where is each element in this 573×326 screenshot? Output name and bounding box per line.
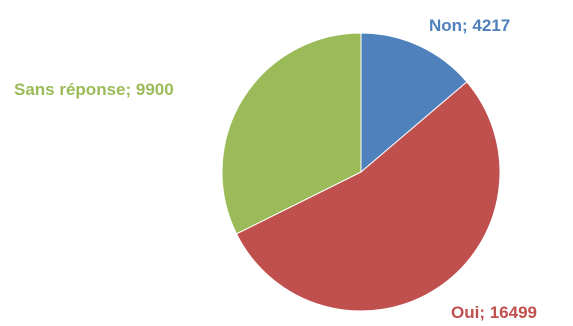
pie-slice-sans-reponse bbox=[221, 32, 362, 235]
pie-slices bbox=[221, 32, 501, 312]
data-label-oui: Oui; 16499 bbox=[451, 303, 537, 322]
pie-slice-oui bbox=[235, 81, 501, 312]
data-label-non: Non; 4217 bbox=[429, 16, 510, 35]
data-label-sans-reponse: Sans réponse; 9900 bbox=[14, 80, 174, 99]
data-labels: Non; 4217 Oui; 16499 Sans réponse; 9900 bbox=[14, 16, 537, 322]
pie-slice-non bbox=[360, 32, 468, 174]
